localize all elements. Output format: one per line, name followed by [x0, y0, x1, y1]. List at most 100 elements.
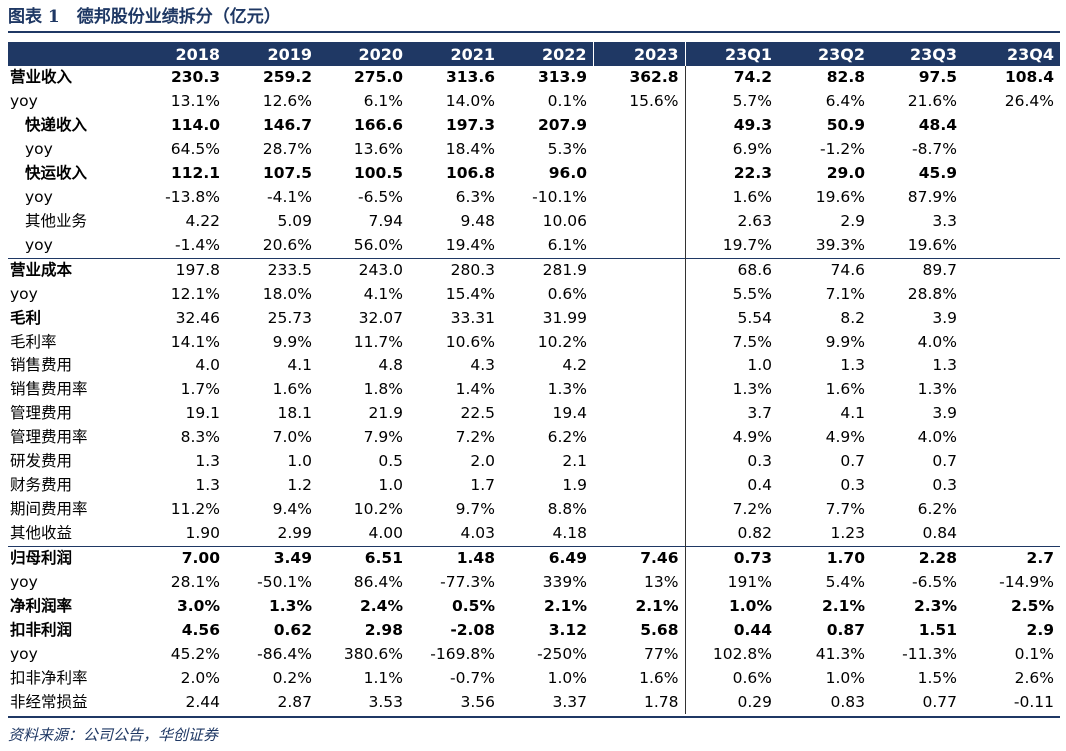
- table-cell: 10.2%: [537, 332, 587, 351]
- header-cell: 23Q4: [963, 42, 1060, 66]
- table-cell: [593, 497, 686, 522]
- table-row: 净利润率 3.0% 1.3% 2.4% 0.5% 2.1% 2.1% 1.0% 2.1% 2.3%…: [8, 594, 1060, 619]
- table-cell: 1.3%: [269, 596, 312, 615]
- table-cell: -6.5%: [358, 187, 403, 206]
- row-label: 快递收入: [25, 116, 88, 135]
- table-cell: 2.9: [1026, 620, 1054, 639]
- table-cell: 280.3: [409, 257, 501, 283]
- table-cell: 146.7: [262, 116, 312, 135]
- table-cell: 112.1: [170, 163, 220, 182]
- table-cell: 10.6%: [445, 332, 495, 351]
- table-cell: 3.7: [747, 404, 772, 423]
- table-cell: 12.1%: [170, 284, 220, 303]
- table-row: 期间费用率 11.2% 9.4% 10.2% 9.7% 8.8% 7.2% 7.7% 6.2%: [8, 497, 1060, 522]
- table-row: 销售费用 4.0 4.1 4.8 4.3 4.2 1.0 1.3 1.3: [8, 354, 1060, 379]
- table-cell: 6.1%: [547, 235, 587, 254]
- table-cell: 3.12: [548, 620, 587, 639]
- table-row: 毛利 32.46 25.73 32.07 33.31 31.99 5.54 8.2 3.9: [8, 306, 1060, 331]
- table-cell: 6.1%: [363, 92, 403, 111]
- table-cell: 18.1: [277, 404, 312, 423]
- table-cell: 7.1%: [825, 284, 865, 303]
- table-cell: 89.7: [871, 257, 963, 283]
- table-cell: 6.2%: [547, 428, 587, 447]
- table-row: yoy 13.1% 12.6% 6.1% 14.0% 0.1% 15.6% 5.7% 6.4% 2…: [8, 89, 1060, 114]
- table-cell: 13.1%: [170, 92, 220, 111]
- table-cell: 28.8%: [907, 284, 957, 303]
- table-cell: 1.4%: [455, 380, 495, 399]
- table-cell: 22.5: [460, 404, 495, 423]
- header-cell: 2020: [318, 42, 409, 66]
- table-cell: 1.6%: [732, 187, 772, 206]
- table-cell: 275.0: [353, 68, 403, 87]
- header-row: 2018 2019 2020 2021 2022 2023 23Q1 23Q2 …: [8, 42, 1060, 66]
- header-cell: 23Q2: [778, 42, 871, 66]
- table-cell: 0.83: [830, 692, 865, 711]
- table-cell: 3.37: [552, 692, 587, 711]
- table-cell: 5.09: [277, 211, 312, 230]
- table-cell: 9.7%: [455, 500, 495, 519]
- table-cell: 0.3: [932, 476, 957, 495]
- table-cell: 5.54: [737, 308, 772, 327]
- table-row: 快递收入 114.0 146.7 166.6 197.3 207.9 49.3 50.9 48.…: [8, 113, 1060, 138]
- table-cell: 6.2%: [917, 500, 957, 519]
- table-cell: 48.4: [918, 116, 957, 135]
- table-cell: 2.28: [871, 545, 963, 571]
- table-row: yoy 64.5% 28.7% 13.6% 18.4% 5.3% 6.9% -1.2% -8.7…: [8, 137, 1060, 162]
- table-cell: [593, 521, 686, 547]
- table-cell: 380.6%: [343, 644, 403, 663]
- table-cell: -0.11: [1013, 692, 1054, 711]
- table-cell: 106.8: [445, 163, 495, 182]
- table-cell: 0.6%: [547, 284, 587, 303]
- row-label: yoy: [25, 235, 53, 254]
- row-label: yoy: [10, 284, 38, 303]
- table-cell: 77%: [593, 642, 686, 667]
- table-cell: 5.5%: [732, 284, 772, 303]
- table-cell: 22.3: [733, 163, 772, 182]
- table-cell: 7.00: [133, 545, 226, 571]
- table-cell: [593, 378, 686, 403]
- table-cell: 243.0: [318, 257, 409, 283]
- table-cell: 4.03: [460, 524, 495, 543]
- table-cell: 1.23: [830, 524, 865, 543]
- table-cell: 230.3: [170, 68, 220, 87]
- table-cell: 114.0: [170, 116, 220, 135]
- header-cell: 2019: [226, 42, 318, 66]
- table-cell: -1.4%: [175, 235, 220, 254]
- table-cell: 9.9%: [825, 332, 865, 351]
- table-cell: [593, 185, 686, 210]
- row-label: 管理费用率: [10, 428, 88, 447]
- table-cell: 3.56: [460, 692, 495, 711]
- table-cell: -86.4%: [257, 644, 312, 663]
- table-cell: 0.3: [747, 452, 772, 471]
- row-label: 销售费用: [10, 356, 73, 375]
- table-cell: 28.7%: [262, 140, 312, 159]
- table-cell: 11.7%: [353, 332, 403, 351]
- table-cell: 7.5%: [732, 332, 772, 351]
- table-cell: 2.6%: [1014, 668, 1054, 687]
- table-cell: 2.87: [277, 692, 312, 711]
- row-label: 净利润率: [10, 596, 73, 615]
- table-row: 扣非净利率 2.0% 0.2% 1.1% -0.7% 1.0% 1.6% 0.6% 1.0% 1.…: [8, 666, 1060, 691]
- table-cell: 49.3: [733, 116, 772, 135]
- row-label: 非经常损益: [10, 692, 88, 711]
- table-cell: 197.3: [445, 116, 495, 135]
- table-cell: -0.7%: [450, 668, 495, 687]
- table-cell: 1.1%: [363, 668, 403, 687]
- table-cell: -2.08: [450, 620, 495, 639]
- table-cell: 7.46: [593, 545, 686, 571]
- table-cell: 0.82: [737, 524, 772, 543]
- table-body: 营业收入 230.3 259.2 275.0 313.6 313.9 362.8 74.2 82…: [8, 66, 1060, 715]
- table-cell: [963, 498, 1060, 522]
- table-cell: 2.9: [840, 211, 865, 230]
- table-cell: 3.0%: [177, 596, 220, 615]
- row-label: 营业收入: [10, 68, 73, 87]
- table-cell: 4.1: [287, 356, 312, 375]
- table-cell: 7.2%: [732, 500, 772, 519]
- table-cell: 0.6%: [732, 668, 772, 687]
- table-cell: [593, 426, 686, 450]
- header-cell: [8, 42, 133, 66]
- table-cell: 4.3: [470, 356, 495, 375]
- table-cell: -10.1%: [532, 187, 587, 206]
- table-cell: 4.9%: [732, 428, 772, 447]
- table-cell: 1.9: [562, 476, 587, 495]
